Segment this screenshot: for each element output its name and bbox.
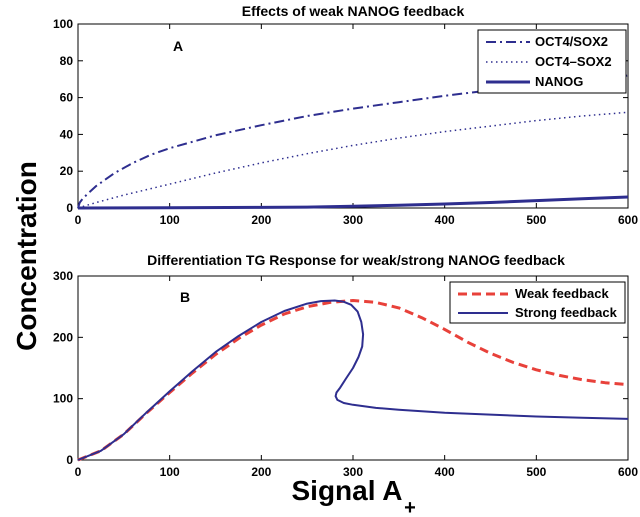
x-tick-label-a-4: 400	[435, 213, 455, 227]
y-axis-label: Concentration	[11, 161, 42, 351]
panel-b: Differentiation TG Response for weak/str…	[53, 252, 638, 479]
x-tick-label-b-6: 600	[618, 465, 638, 479]
series-a-0	[77, 74, 629, 209]
y-tick-label-a-4: 80	[60, 54, 74, 68]
series-b-0	[77, 299, 629, 462]
series-a-1	[77, 111, 629, 209]
x-tick-label-a-2: 200	[251, 213, 271, 227]
x-tick-label-a-3: 300	[343, 213, 363, 227]
x-tick-label-b-5: 500	[526, 465, 546, 479]
legend-label-a-1: OCT4–SOX2	[535, 54, 612, 69]
legend-label-a-0: OCT4/SOX2	[535, 34, 608, 49]
panel-b-title: Differentiation TG Response for weak/str…	[147, 252, 565, 268]
x-tick-label-a-1: 100	[160, 213, 180, 227]
y-tick-label-b-2: 200	[53, 330, 73, 344]
x-tick-label-b-4: 400	[435, 465, 455, 479]
panel-b-letter: B	[180, 289, 190, 305]
panel-a-letter: A	[173, 38, 183, 54]
panel-b-series	[77, 299, 629, 462]
y-tick-label-b-0: 0	[66, 453, 73, 467]
panel-a-title: Effects of weak NANOG feedback	[242, 3, 465, 19]
series-b-1	[77, 299, 629, 461]
panel-b-legend: Weak feedback Strong feedback	[449, 281, 626, 324]
legend-label-b-0: Weak feedback	[515, 286, 609, 301]
x-tick-label-a-5: 500	[526, 213, 546, 227]
legend-label-b-1: Strong feedback	[515, 305, 618, 320]
panel-a-ticks: 0 100 200 300 400 500 600 0 20 40 60 80 100	[53, 17, 638, 227]
y-tick-label-b-1: 100	[53, 392, 73, 406]
y-tick-label-a-0: 0	[66, 201, 73, 215]
x-tick-label-b-0: 0	[75, 465, 82, 479]
x-tick-label-b-2: 200	[251, 465, 271, 479]
y-tick-label-a-5: 100	[53, 17, 73, 31]
panel-b-ticks: 0 100 200 300 400 500 600 0 100 200 300	[53, 269, 638, 479]
legend-label-a-2: NANOG	[535, 74, 583, 89]
x-axis-label-main: Signal A	[292, 475, 403, 506]
y-tick-label-a-1: 20	[60, 164, 74, 178]
series-a-2	[77, 195, 629, 210]
panel-b-legend-box	[449, 281, 626, 324]
x-axis-label: Signal A +	[292, 475, 416, 517]
panel-a: Effects of weak NANOG feedback 0 100 200 30…	[53, 3, 638, 227]
x-axis-label-subscript: +	[404, 497, 416, 517]
x-tick-label-b-1: 100	[160, 465, 180, 479]
x-tick-label-a-6: 600	[618, 213, 638, 227]
x-tick-label-a-0: 0	[75, 213, 82, 227]
panel-a-series	[77, 74, 629, 210]
y-tick-label-a-3: 60	[60, 91, 74, 105]
x-tick-label-b-3: 300	[343, 465, 363, 479]
panel-a-legend: OCT4/SOX2 OCT4–SOX2 NANOG	[477, 29, 627, 94]
y-tick-label-a-2: 40	[60, 127, 74, 141]
y-tick-label-b-3: 300	[53, 269, 73, 283]
